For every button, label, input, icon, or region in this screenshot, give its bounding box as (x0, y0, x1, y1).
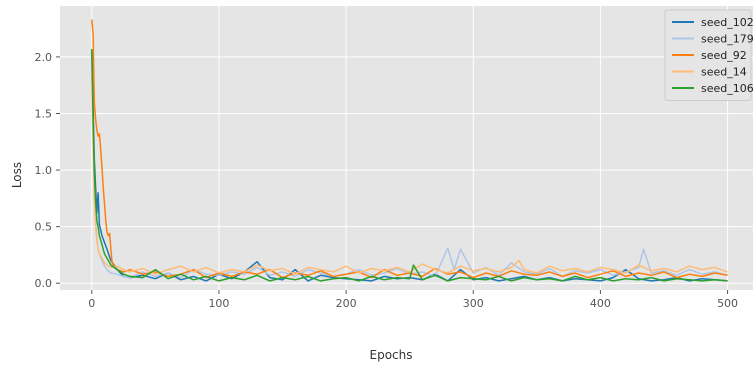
series-line-seed-92 (91, 19, 728, 279)
y-tick-label: 0.0 (35, 277, 53, 290)
x-tick-label: 500 (717, 297, 738, 310)
y-axis-title: Loss (10, 162, 24, 188)
x-tick-label: 200 (336, 297, 357, 310)
plot-background (60, 6, 753, 290)
axis-ticks: 0 100 200 300 400 500 0.0 0.5 1.0 1.5 2.0 (35, 51, 739, 310)
legend-box (664, 9, 752, 101)
x-tick-label: 100 (208, 297, 229, 310)
legend-label: seed_92 (701, 49, 747, 62)
series-line-seed-102 (91, 51, 728, 282)
x-tick-label: 300 (463, 297, 484, 310)
x-tick-label: 0 (88, 297, 95, 310)
x-axis-title: Epochs (370, 348, 413, 362)
legend: seed_102 seed_179 seed_92 seed_14 seed_106 (664, 9, 754, 101)
legend-label: seed_102 (701, 16, 754, 29)
y-tick-label: 0.5 (35, 221, 53, 234)
legend-label: seed_106 (701, 82, 754, 95)
x-tick-label: 400 (590, 297, 611, 310)
legend-label: seed_179 (701, 33, 754, 46)
series-line-seed-179 (91, 62, 728, 279)
y-tick-label: 1.0 (35, 164, 53, 177)
y-tick-label: 1.5 (35, 107, 53, 120)
series-line-seed-14 (91, 73, 728, 275)
y-tick-label: 2.0 (35, 51, 53, 64)
series-lines (91, 19, 728, 282)
series-line-seed-106 (91, 48, 728, 282)
legend-label: seed_14 (701, 66, 747, 79)
